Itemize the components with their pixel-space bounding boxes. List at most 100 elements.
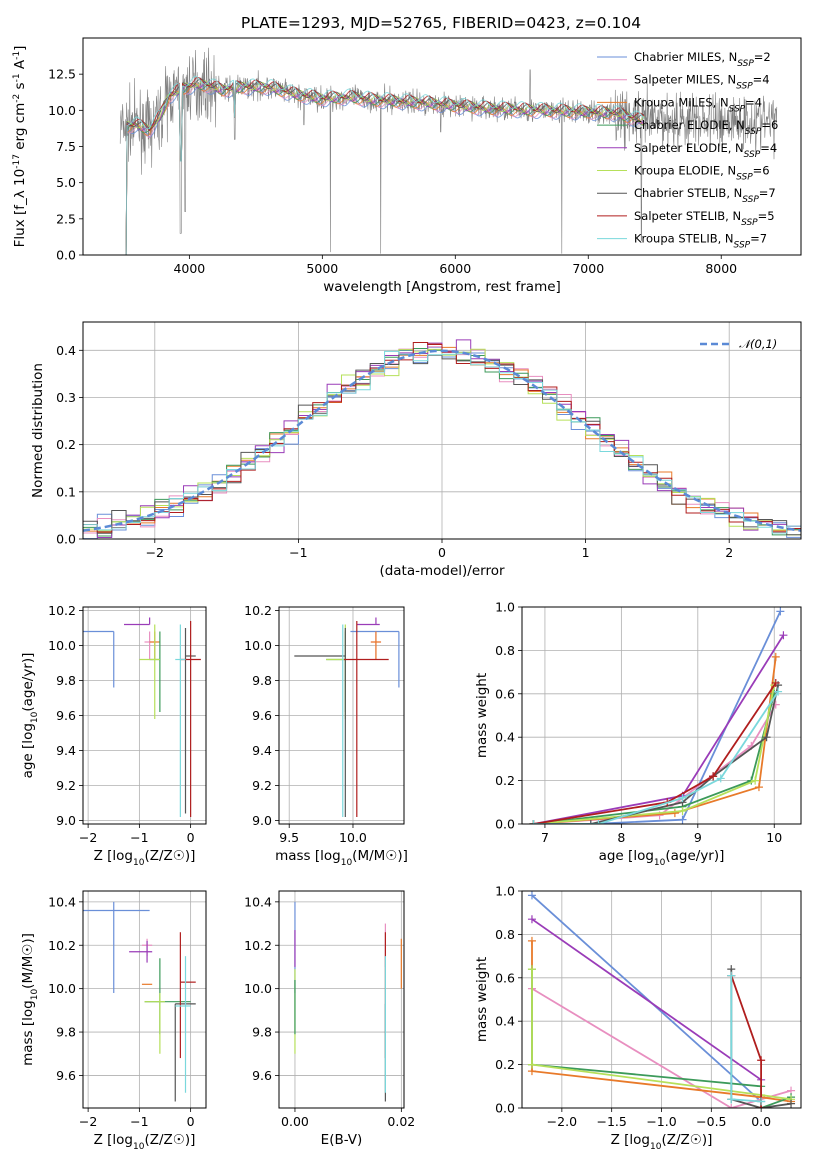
weight-line-kroupa-miles	[533, 656, 777, 824]
y-tick-label: 9.8	[252, 673, 272, 688]
weight-line-salpeter-elodie	[533, 634, 785, 824]
data-point-marker	[594, 820, 603, 824]
figure-title: PLATE=1293, MJD=52765, FIBERID=0423, z=0…	[241, 14, 641, 32]
plot-area	[294, 617, 400, 817]
y-tick-label: 9.8	[252, 1025, 272, 1040]
data-point-marker	[709, 772, 718, 781]
data-point-marker	[757, 1056, 766, 1065]
x-tick-label: 5000	[306, 261, 338, 276]
y-tick-label: 0.3	[56, 390, 76, 405]
y-tick-label: 0.0	[56, 532, 76, 547]
chart-layer: 4000 5000 6000 7000 80000.02.55.07.510.012.5…	[12, 37, 802, 1152]
y-tick-label: 9.6	[252, 1068, 272, 1083]
x-axis-label: wavelength [Angstrom, rest frame]	[323, 279, 561, 295]
data-point-marker	[670, 809, 679, 818]
y-tick-label: 0.8	[495, 643, 515, 658]
plot-area	[83, 339, 801, 539]
axes-frame	[82, 890, 207, 1109]
x-tick-label: −0.5	[696, 1114, 726, 1129]
y-tick-label: 2.5	[56, 211, 76, 226]
x-tick-label: −1	[289, 545, 307, 560]
legend-label: Salpeter MILES, NSSP=4	[634, 73, 770, 92]
data-point-marker	[529, 820, 538, 824]
histogram-chabrier-stelib	[83, 354, 801, 539]
data-point-marker	[716, 774, 725, 783]
y-tick-label: 0.4	[495, 1014, 515, 1029]
normal-reference-curve	[83, 349, 801, 532]
y-tick-label: 10.2	[48, 938, 76, 953]
y-axis-label: mass weight	[474, 673, 490, 758]
x-axis-label: Z [log10(Z/Z☉)]	[611, 1132, 713, 1152]
data-point-marker	[779, 631, 788, 640]
axes-frame	[82, 37, 802, 256]
x-axis-label: mass [log10(M/M☉)]	[275, 848, 408, 868]
weight-line-chabrier-stelib	[533, 684, 779, 824]
weight-line-kroupa-stelib	[730, 975, 762, 1103]
y-tick-label: 0.2	[56, 437, 76, 452]
y-tick-label: 0.0	[495, 817, 515, 832]
y-axis-label: Normed distribution	[30, 363, 46, 498]
x-axis-label: (data-model)/error	[379, 563, 505, 579]
plot-area	[119, 47, 778, 255]
axes-frame	[82, 321, 802, 540]
y-tick-label: 0.6	[495, 970, 515, 985]
model-spectrum-chabrier-miles	[122, 85, 645, 255]
y-tick-label: 9.4	[252, 743, 272, 758]
x-tick-label: 0	[438, 545, 446, 560]
y-tick-label: 0.2	[495, 773, 515, 788]
data-point-marker	[527, 891, 536, 900]
legend-label: Chabrier MILES, NSSP=2	[634, 50, 771, 69]
observed-spectrum-line	[119, 47, 778, 254]
x-axis-label: age [log10(age/yr)]	[599, 848, 725, 868]
y-tick-label: 9.8	[56, 1025, 76, 1040]
y-tick-label: 0.0	[495, 1101, 515, 1116]
y-tick-label: 0.2	[495, 1057, 515, 1072]
y-tick-label: 9.4	[56, 743, 76, 758]
y-tick-label: 10.0	[244, 981, 272, 996]
x-tick-label: 0	[187, 1114, 195, 1129]
data-point-marker	[771, 678, 780, 687]
y-axis-label: mass weight	[474, 957, 490, 1042]
legend-label: Kroupa MILES, NSSP=4	[634, 95, 762, 114]
x-tick-label: 7	[541, 830, 549, 845]
data-point-marker	[757, 1097, 766, 1106]
data-point-marker	[776, 607, 785, 616]
data-point-marker	[678, 815, 687, 824]
legend-label: Kroupa ELODIE, NSSP=6	[634, 164, 770, 183]
x-tick-label: 0	[187, 830, 195, 845]
weight-line-chabrier-miles	[531, 894, 762, 1103]
y-tick-label: 7.5	[56, 139, 76, 154]
x-tick-label: 7000	[572, 261, 604, 276]
x-tick-label: 0.00	[281, 1114, 309, 1129]
model-spectrum-salpeter-miles	[122, 83, 645, 255]
data-point-marker	[678, 793, 687, 802]
data-point-marker	[527, 936, 536, 945]
panel-age-vs-mass: 9.5 10.0 9.0 9.2 9.4 9.6 9.8 10.0 10.2 mass [log1…	[244, 603, 408, 868]
y-tick-label: 9.0	[56, 813, 76, 828]
axes-frame	[82, 606, 207, 825]
data-point-marker	[586, 820, 595, 824]
data-point-marker	[754, 783, 763, 792]
legend-label: Salpeter STELIB, NSSP=5	[634, 209, 775, 228]
data-point-marker	[787, 1099, 796, 1108]
y-tick-label: 0.6	[495, 686, 515, 701]
x-tick-label: −2	[79, 1114, 97, 1129]
weight-line-salpeter-stelib	[533, 682, 777, 824]
y-tick-label: 10.4	[244, 894, 272, 909]
x-tick-label: 9	[694, 830, 702, 845]
panel-mass-vs-Z: −2 −1 0 9.6 9.8 10.0 10.2 10.4 Z [log10(Z/Z☉)] ma…	[20, 890, 207, 1152]
data-point-marker	[727, 971, 736, 980]
y-tick-label: 0.1	[56, 484, 76, 499]
y-tick-label: 5.0	[56, 175, 76, 190]
y-tick-label: 0.4	[56, 343, 76, 358]
x-tick-label: −1.5	[596, 1114, 626, 1129]
data-point-marker	[762, 733, 771, 742]
x-tick-label: 4000	[173, 261, 205, 276]
axes-frame	[278, 890, 405, 1109]
x-tick-label: 8000	[705, 261, 737, 276]
y-axis-label: age [log10(age/yr)]	[20, 653, 40, 779]
x-tick-label: −1	[130, 830, 148, 845]
x-tick-label: −2	[79, 830, 97, 845]
model-spectrum-chabrier-stelib	[122, 78, 645, 255]
y-tick-label: 1.0	[495, 600, 515, 615]
